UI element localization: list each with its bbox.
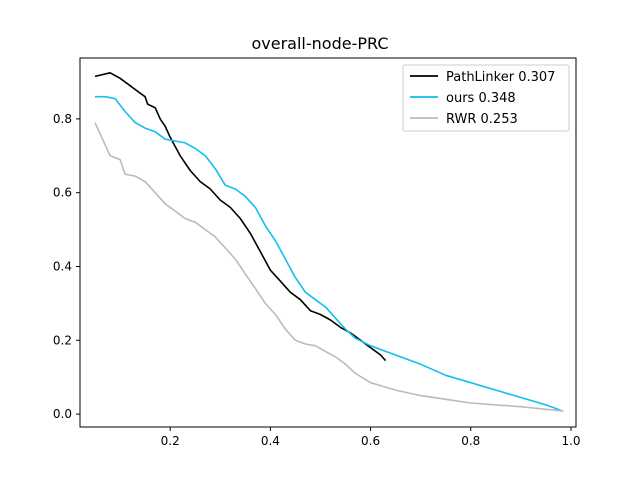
x-tick-label: 0.4 bbox=[261, 434, 280, 448]
legend: PathLinker 0.307 ours 0.348 RWR 0.253 bbox=[402, 64, 570, 132]
y-tick-label: 0.0 bbox=[53, 407, 72, 421]
series-layer bbox=[94, 72, 564, 412]
series-line-2 bbox=[94, 122, 564, 412]
legend-label: RWR 0.253 bbox=[446, 112, 518, 127]
y-tick-label: 0.8 bbox=[53, 112, 72, 126]
x-tick-label: 0.2 bbox=[161, 434, 180, 448]
y-tick-label: 0.4 bbox=[53, 259, 72, 273]
series-line-1 bbox=[95, 95, 562, 412]
x-tick-label: 1.0 bbox=[561, 434, 580, 448]
series-line-0 bbox=[94, 72, 387, 362]
chart-title: overall-node-PRC bbox=[252, 34, 389, 53]
x-tick-label: 0.8 bbox=[461, 434, 480, 448]
y-tick-label: 0.2 bbox=[53, 333, 72, 347]
legend-box bbox=[402, 64, 570, 132]
x-axis: 0.2 0.4 0.6 0.8 1.0 bbox=[161, 427, 581, 448]
x-tick-label: 0.6 bbox=[361, 434, 380, 448]
legend-label: PathLinker 0.307 bbox=[446, 70, 555, 85]
plot-frame bbox=[79, 57, 577, 428]
plot-area bbox=[79, 57, 577, 428]
y-tick-label: 0.6 bbox=[53, 186, 72, 200]
y-axis: 0.0 0.2 0.4 0.6 0.8 bbox=[53, 112, 80, 421]
legend-label: ours 0.348 bbox=[446, 91, 516, 106]
